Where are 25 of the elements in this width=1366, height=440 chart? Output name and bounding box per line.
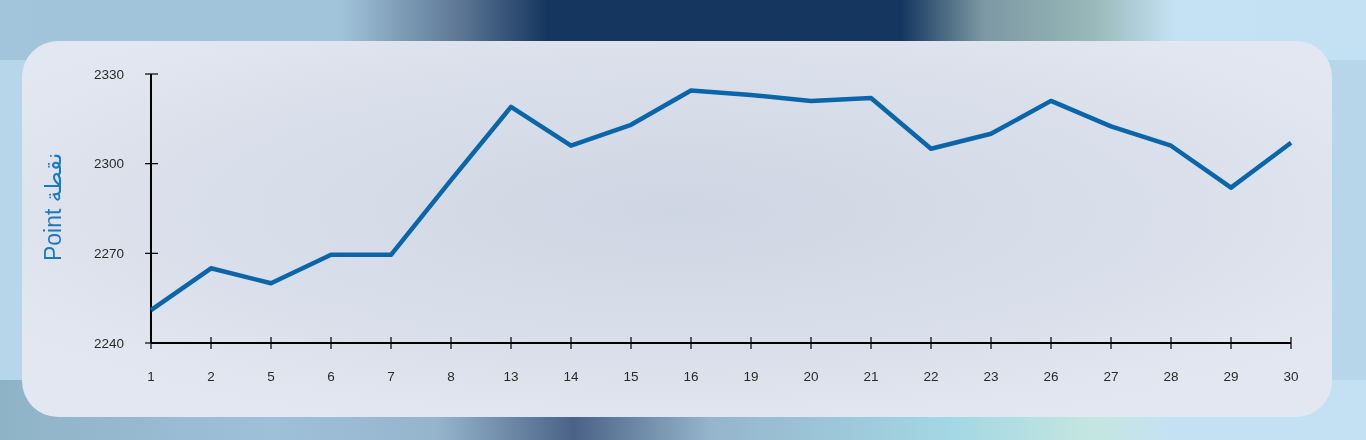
x-tick-label: 19 [743, 368, 759, 384]
y-axis-title: Point نقطة [40, 152, 66, 262]
y-tick-label: 2300 [93, 156, 124, 172]
x-tick-label: 5 [267, 368, 275, 384]
x-tick-label: 20 [803, 368, 819, 384]
y-tick-label: 2330 [93, 66, 124, 82]
x-tick-label: 8 [447, 368, 455, 384]
x-tick-label: 28 [1163, 368, 1179, 384]
x-tick-label: 1 [147, 368, 155, 384]
x-tick-label: 15 [623, 368, 639, 384]
x-tick-label: 27 [1103, 368, 1119, 384]
x-tick-label: 2 [207, 368, 215, 384]
x-tick-label: 30 [1283, 368, 1299, 384]
x-tick-label: 22 [923, 368, 939, 384]
x-tick-label: 29 [1223, 368, 1239, 384]
x-tick-label: 23 [983, 368, 999, 384]
x-tick-label: 6 [327, 368, 335, 384]
y-tick-label: 2240 [93, 335, 124, 351]
x-tick-label: 7 [387, 368, 395, 384]
x-tick-label: 16 [683, 368, 699, 384]
x-tick-label: 14 [563, 368, 579, 384]
x-tick-label: 21 [863, 368, 879, 384]
x-tick-label: 13 [503, 368, 519, 384]
x-tick-label: 26 [1043, 368, 1059, 384]
y-tick-label: 2270 [93, 245, 124, 261]
